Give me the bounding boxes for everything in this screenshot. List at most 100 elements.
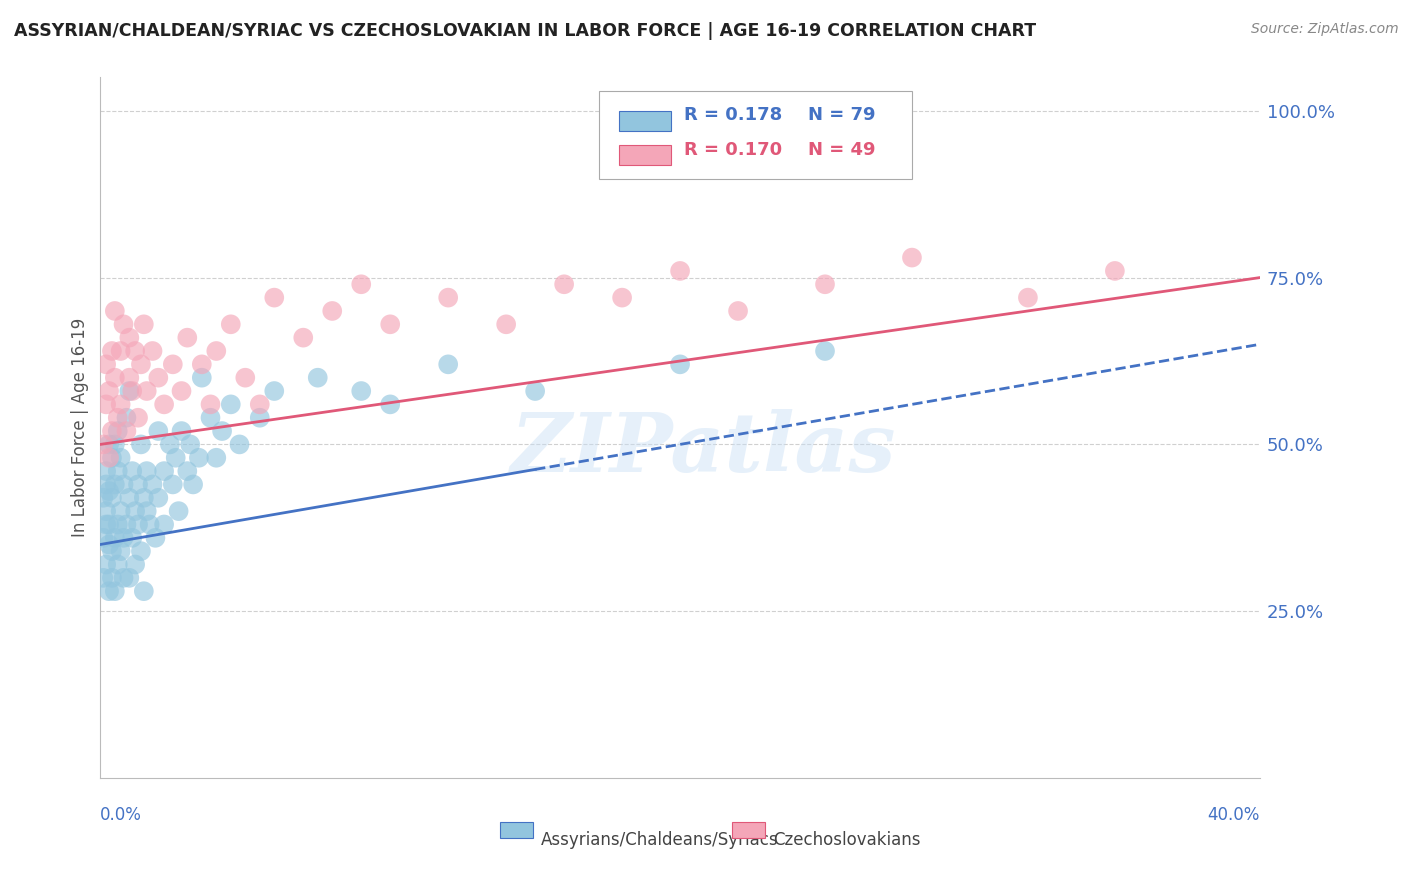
Point (145, 531, 167, 545)
Point (380, 397, 402, 411)
Point (107, 410, 129, 425)
Point (135, 504, 157, 518)
Point (211, 424, 233, 438)
FancyBboxPatch shape (619, 112, 671, 131)
Point (437, 357, 460, 371)
Point (129, 437, 152, 451)
Point (249, 410, 271, 425)
Point (233, 370, 256, 384)
Point (94, 558, 117, 572)
Point (205, 343, 228, 358)
Point (176, 331, 198, 345)
Point (901, 251, 924, 265)
Point (179, 437, 201, 451)
Text: 40.0%: 40.0% (1208, 806, 1260, 824)
Point (107, 517, 129, 532)
Y-axis label: In Labor Force | Age 16-19: In Labor Force | Age 16-19 (72, 318, 89, 537)
Point (107, 558, 129, 572)
Text: Assyrians/Chaldeans/Syriacs: Assyrians/Chaldeans/Syriacs (541, 830, 779, 848)
Point (129, 544, 152, 558)
Point (91, 571, 114, 585)
Point (170, 384, 193, 398)
Point (98, 450, 121, 465)
Text: R = 0.178: R = 0.178 (683, 106, 782, 124)
Point (153, 397, 176, 411)
Point (141, 477, 163, 491)
Point (292, 331, 315, 345)
Point (181, 477, 204, 491)
Point (176, 464, 198, 478)
Point (350, 384, 373, 398)
Text: N = 49: N = 49 (807, 141, 875, 159)
Point (101, 424, 124, 438)
Point (107, 424, 129, 438)
Point (249, 397, 271, 411)
Point (107, 464, 129, 478)
Point (167, 504, 190, 518)
Point (135, 384, 157, 398)
Point (132, 491, 155, 505)
Point (104, 477, 127, 491)
Point (94, 397, 117, 411)
Point (115, 517, 138, 532)
Point (94, 477, 117, 491)
Point (118, 370, 141, 384)
Point (115, 410, 138, 425)
Point (524, 384, 547, 398)
Point (91, 437, 114, 451)
FancyBboxPatch shape (619, 145, 671, 165)
Point (110, 343, 132, 358)
Point (162, 477, 184, 491)
Point (98, 517, 121, 532)
Point (200, 397, 222, 411)
Point (112, 571, 135, 585)
Point (219, 397, 242, 411)
Point (1104, 264, 1126, 278)
FancyBboxPatch shape (501, 822, 533, 838)
Point (159, 437, 181, 451)
Point (148, 424, 170, 438)
Point (200, 410, 222, 425)
Point (141, 343, 163, 358)
Point (263, 291, 285, 305)
Point (94, 504, 117, 518)
Point (132, 318, 155, 332)
Point (91, 531, 114, 545)
Point (91, 491, 114, 505)
Point (669, 357, 692, 371)
Text: ZIPatlas: ZIPatlas (510, 409, 896, 489)
Point (132, 584, 155, 599)
Point (101, 571, 124, 585)
Point (553, 277, 575, 292)
Point (127, 477, 149, 491)
Point (148, 370, 170, 384)
Point (191, 370, 214, 384)
Point (94, 464, 117, 478)
Text: ASSYRIAN/CHALDEAN/SYRIAC VS CZECHOSLOVAKIAN IN LABOR FORCE | AGE 16-19 CORRELATI: ASSYRIAN/CHALDEAN/SYRIAC VS CZECHOSLOVAK… (14, 22, 1036, 40)
Point (121, 464, 143, 478)
Point (112, 477, 135, 491)
Point (228, 437, 250, 451)
Point (101, 450, 124, 465)
Point (121, 531, 143, 545)
Point (124, 504, 146, 518)
Point (101, 491, 124, 505)
Point (101, 544, 124, 558)
Point (101, 343, 124, 358)
Point (205, 450, 228, 465)
Point (94, 517, 117, 532)
Point (104, 584, 127, 599)
Point (110, 504, 132, 518)
Point (121, 384, 143, 398)
Point (162, 357, 184, 371)
Point (263, 384, 285, 398)
Point (118, 384, 141, 398)
Point (170, 424, 193, 438)
Point (104, 304, 127, 318)
Point (124, 343, 146, 358)
Point (104, 531, 127, 545)
Point (219, 318, 242, 332)
Point (98, 584, 121, 599)
FancyBboxPatch shape (599, 92, 912, 179)
Point (98, 537, 121, 551)
